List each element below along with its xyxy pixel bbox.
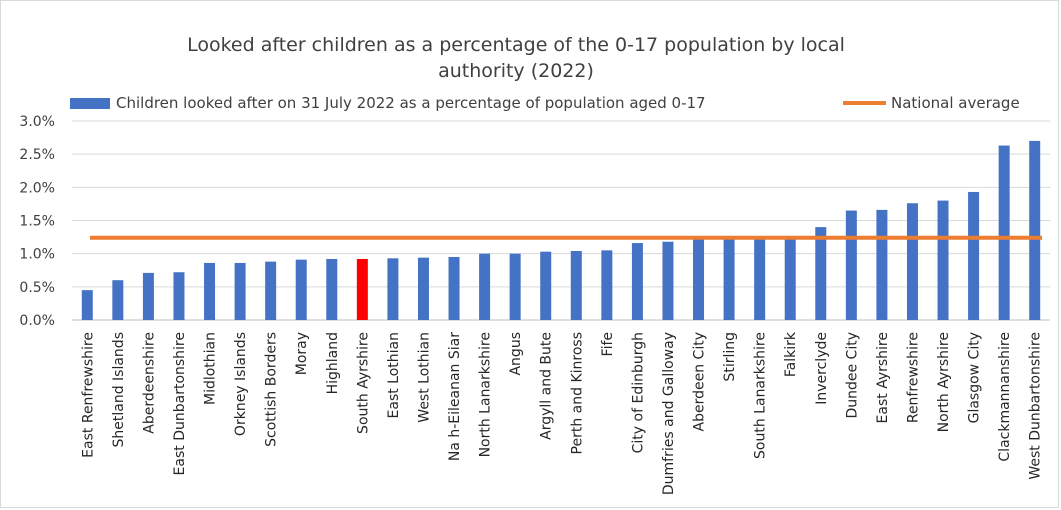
bar [693, 239, 705, 320]
x-tick-label: Perth and Kinross [569, 332, 585, 454]
x-tick-label: West Dunbartonshire [1028, 332, 1044, 480]
bar [265, 261, 277, 320]
x-tick-label: Argyll and Bute [539, 332, 555, 440]
y-tick-label: 1.5% [19, 214, 55, 230]
x-tick-label: Scottish Borders [264, 332, 280, 447]
bar [81, 290, 93, 320]
x-tick-label: Midlothian [203, 332, 219, 405]
bar [968, 191, 980, 320]
bar [142, 272, 154, 320]
chart-title-line2: authority (2022) [438, 60, 594, 82]
x-tick-label: East Lothian [386, 332, 402, 418]
x-tick-label: North Lanarkshire [478, 332, 494, 457]
bar [998, 145, 1010, 320]
x-tick-label: East Renfrewshire [80, 332, 96, 458]
chart-title-line1: Looked after children as a percentage of… [187, 34, 845, 56]
x-tick-label: Na h-Eileanan Siar [447, 332, 463, 461]
bar [540, 251, 552, 320]
x-tick-label: East Dunbartonshire [172, 332, 188, 475]
bar [601, 250, 613, 320]
bar [570, 251, 582, 320]
y-tick-label: 2.5% [19, 147, 55, 163]
y-tick-label: 3.0% [19, 114, 55, 130]
x-tick-label: West Lothian [416, 332, 432, 423]
bar [173, 272, 185, 320]
x-tick-label: Angus [508, 332, 524, 376]
bar [1029, 140, 1041, 320]
x-tick-label: Renfrewshire [905, 332, 921, 423]
bar [784, 239, 796, 320]
x-tick-label: East Ayrshire [875, 332, 891, 423]
x-tick-label: Aberdeenshire [141, 332, 157, 434]
y-tick-label: 0.5% [19, 280, 55, 296]
bar [754, 239, 766, 320]
bar [845, 210, 857, 320]
x-tick-label: Moray [294, 332, 310, 375]
bar [723, 239, 735, 320]
legend-swatch-bars [70, 98, 110, 109]
bar [906, 203, 918, 320]
x-tick-label: Dumfries and Galloway [661, 332, 677, 495]
x-tick-label: South Lanarkshire [753, 332, 769, 459]
bar [631, 243, 643, 320]
bar [876, 209, 888, 320]
x-tick-label: Falkirk [783, 331, 799, 377]
bar [234, 262, 246, 320]
bar [295, 259, 307, 320]
bar [356, 258, 368, 320]
bar [662, 241, 674, 320]
bar [417, 257, 429, 320]
x-tick-label: Orkney Islands [233, 332, 249, 436]
x-tick-label: Aberdeen City [692, 332, 708, 431]
y-tick-label: 2.0% [19, 180, 55, 196]
bar [387, 258, 399, 320]
bar [815, 227, 827, 320]
legend-label-average: National average [891, 94, 1020, 112]
x-tick-label: Dundee City [844, 332, 860, 419]
x-tick-label: Clackmannanshire [997, 332, 1013, 462]
x-tick-label: Stirling [722, 332, 738, 382]
bar [448, 256, 460, 320]
x-tick-label: South Ayrshire [355, 332, 371, 434]
y-tick-label: 0.0% [19, 313, 55, 329]
bar [509, 253, 521, 320]
x-tick-label: Fife [600, 332, 616, 356]
x-tick-label: Highland [325, 332, 341, 394]
x-tick-label: Inverclyde [814, 332, 830, 405]
bar [937, 200, 949, 320]
x-tick-label: North Ayrshire [936, 332, 952, 432]
x-tick-label: City of Edinburgh [630, 332, 646, 453]
bar [479, 253, 491, 320]
bar [112, 280, 124, 320]
bar [326, 258, 338, 320]
x-tick-label: Glasgow City [967, 332, 983, 423]
bar [204, 262, 216, 320]
legend-label-bars: Children looked after on 31 July 2022 as… [116, 94, 706, 112]
y-tick-label: 1.0% [19, 247, 55, 263]
x-tick-label: Shetland Islands [111, 332, 127, 448]
